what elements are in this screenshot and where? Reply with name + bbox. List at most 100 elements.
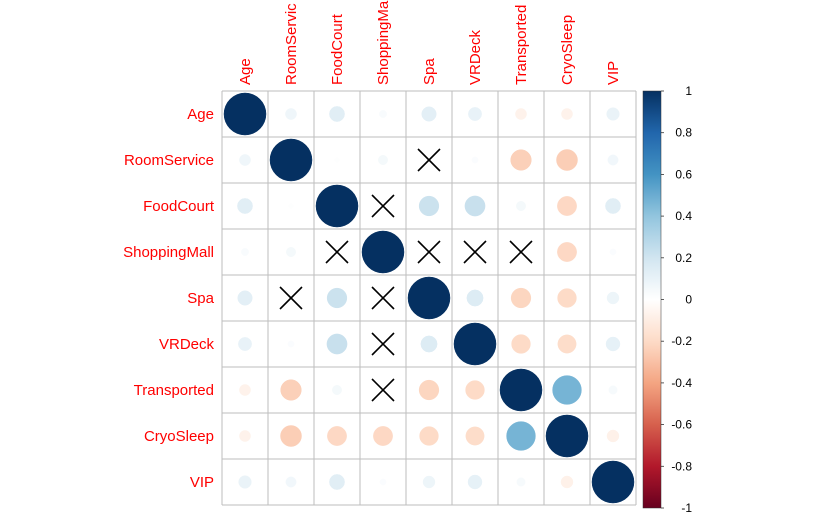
corr-circle-Transported-Age [239, 384, 251, 396]
corr-circle-VIP-FoodCourt [329, 474, 345, 490]
corr-circle-Age-Age [223, 92, 267, 136]
corr-circle-VRDeck-RoomService [287, 340, 295, 348]
corr-circle-FoodCourt-VIP [605, 198, 621, 214]
cross-mark-ShoppingMall-Transported [509, 240, 533, 264]
corr-circle-VRDeck-Spa [420, 335, 438, 353]
corr-circle-VIP-Transported [516, 477, 526, 487]
column-label: VRDeck [467, 29, 484, 85]
row-label: VIP [190, 474, 214, 491]
insignificance-crosses [279, 148, 533, 402]
corr-circle-VRDeck-Transported [511, 334, 531, 354]
corr-circle-CryoSleep-VRDeck [465, 426, 485, 446]
cross-mark-VRDeck-ShoppingMall [371, 332, 395, 356]
legend-tick-label: 0.6 [675, 167, 692, 181]
corr-circle-Transported-Transported [499, 368, 543, 412]
corr-circle-FoodCourt-CryoSleep [557, 196, 577, 216]
corr-circle-VIP-Spa [422, 475, 436, 489]
column-labels: Age RoomServic FoodCourt ShoppingMa Spa VRDec… [237, 0, 622, 85]
corr-circle-CryoSleep-RoomService [280, 425, 302, 447]
corr-circle-Age-Spa [421, 106, 437, 122]
corr-circle-Spa-Age [237, 290, 253, 306]
corr-circle-Transported-CryoSleep [552, 375, 582, 405]
legend-tick-label: 0.2 [675, 251, 692, 265]
corr-circle-VIP-VRDeck [467, 474, 483, 490]
row-label: Age [187, 106, 214, 123]
cross-mark-Transported-ShoppingMall [371, 378, 395, 402]
row-label: VRDeck [159, 336, 215, 353]
corr-circle-Age-Transported [515, 108, 527, 120]
corr-circle-VRDeck-VRDeck [453, 322, 497, 366]
cross-mark-Spa-RoomService [279, 286, 303, 310]
corr-circle-Spa-CryoSleep [557, 288, 577, 308]
corr-circle-FoodCourt-Spa [418, 195, 440, 217]
corr-circle-Age-RoomService [285, 108, 297, 120]
corr-circle-CryoSleep-Transported [506, 421, 536, 451]
legend-tick-label: 0.8 [675, 126, 692, 140]
row-label: CryoSleep [144, 428, 214, 445]
column-label: Spa [421, 58, 438, 85]
corr-circle-VIP-RoomService [285, 476, 297, 488]
corr-circle-VRDeck-FoodCourt [326, 333, 348, 355]
corr-circle-FoodCourt-VRDeck [464, 195, 486, 217]
legend-tick-label: 0.4 [675, 209, 692, 223]
corr-circle-RoomService-FoodCourt [334, 157, 340, 163]
row-label: Spa [187, 290, 214, 307]
corr-circle-RoomService-VRDeck [471, 156, 479, 164]
corr-circle-VIP-Age [238, 475, 252, 489]
corr-circle-Spa-VIP [606, 291, 620, 305]
corr-circle-VRDeck-VIP [605, 336, 621, 352]
corr-circle-Spa-VRDeck [466, 289, 484, 307]
corr-circle-Age-ShoppingMall [379, 110, 387, 118]
corr-circle-Spa-Transported [510, 287, 532, 309]
cross-mark-ShoppingMall-FoodCourt [325, 240, 349, 264]
row-label: Transported [134, 382, 214, 399]
corr-circle-ShoppingMall-VIP [609, 248, 617, 256]
column-label: Age [237, 58, 254, 85]
corr-circle-FoodCourt-Age [237, 198, 253, 214]
cross-mark-ShoppingMall-Spa [417, 240, 441, 264]
corr-circle-RoomService-Age [239, 154, 251, 166]
corr-circle-VIP-VIP [591, 460, 635, 504]
cross-mark-FoodCourt-ShoppingMall [371, 194, 395, 218]
legend-tick-label: -0.8 [671, 459, 692, 473]
corr-circle-VRDeck-Age [238, 337, 252, 351]
row-label: RoomService [124, 152, 214, 169]
corr-circle-VIP-CryoSleep [560, 475, 574, 489]
corr-circle-Spa-Spa [407, 276, 451, 320]
legend-tick-label: -0.4 [671, 376, 692, 390]
corr-circle-FoodCourt-FoodCourt [315, 184, 359, 228]
corr-circle-FoodCourt-Transported [516, 201, 526, 211]
corr-circle-Age-VRDeck [468, 107, 482, 121]
corr-circle-Spa-FoodCourt [326, 287, 348, 309]
cross-mark-Spa-ShoppingMall [371, 286, 395, 310]
corr-circle-CryoSleep-CryoSleep [545, 414, 589, 458]
corr-circle-RoomService-VIP [607, 154, 619, 166]
legend-tick-label: 0 [685, 293, 692, 307]
corr-circle-VRDeck-CryoSleep [557, 334, 577, 354]
corr-circle-RoomService-Transported [510, 149, 532, 171]
row-label: FoodCourt [143, 198, 215, 215]
corr-circle-RoomService-RoomService [269, 138, 313, 182]
column-label: RoomServic [283, 3, 300, 85]
corr-circle-Transported-VRDeck [465, 380, 485, 400]
corr-circle-CryoSleep-VIP [606, 429, 620, 443]
corr-circle-ShoppingMall-RoomService [286, 247, 296, 257]
row-labels: Age RoomService FoodCourt ShoppingMall Spa VR… [123, 106, 215, 491]
corr-circle-VIP-ShoppingMall [379, 478, 387, 486]
legend-tick-label: -0.6 [671, 418, 692, 432]
cross-mark-RoomService-Spa [417, 148, 441, 172]
corr-circle-RoomService-CryoSleep [556, 149, 578, 171]
corr-circle-ShoppingMall-CryoSleep [557, 242, 577, 262]
corr-circle-Transported-FoodCourt [332, 385, 342, 395]
corr-circle-CryoSleep-FoodCourt [327, 426, 347, 446]
matrix-circles [223, 92, 635, 504]
corr-circle-CryoSleep-Spa [419, 426, 439, 446]
color-legend: 1 0.8 0.6 0.4 0.2 0 -0.2 -0.4 -0.6 -0.8 -1 [642, 84, 692, 515]
cross-mark-ShoppingMall-VRDeck [463, 240, 487, 264]
corr-circle-CryoSleep-Age [239, 430, 251, 442]
corr-circle-ShoppingMall-Age [241, 248, 249, 256]
column-label: FoodCourt [329, 13, 346, 85]
corr-circle-RoomService-ShoppingMall [378, 155, 388, 165]
row-label: ShoppingMall [123, 244, 214, 261]
